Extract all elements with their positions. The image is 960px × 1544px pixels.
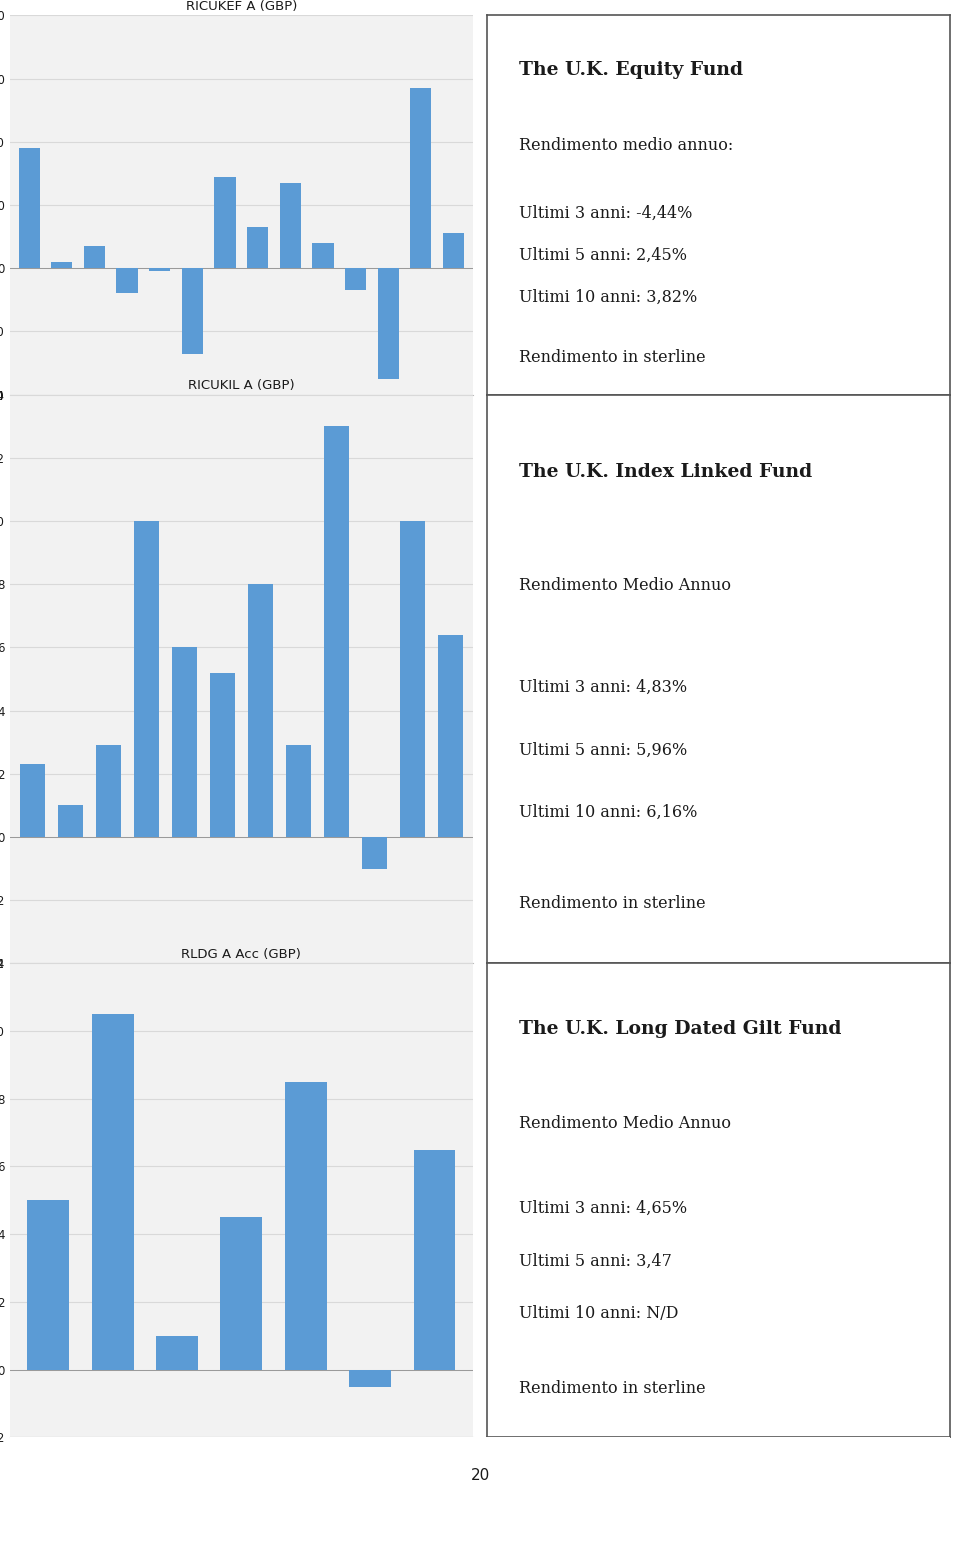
Bar	[20, 764, 45, 837]
Text: Rendimento in sterline: Rendimento in sterline	[519, 896, 706, 913]
Bar	[443, 233, 464, 269]
Text: Rendimento medio annuo:: Rendimento medio annuo:	[519, 137, 733, 154]
Text: Ultimi 5 anni: 3,47: Ultimi 5 anni: 3,47	[519, 1252, 672, 1269]
Bar	[410, 88, 431, 269]
Bar	[134, 520, 158, 837]
Title: RICUKEF A (GBP): RICUKEF A (GBP)	[185, 0, 297, 12]
Text: Ultimi 10 anni: 3,82%: Ultimi 10 anni: 3,82%	[519, 289, 698, 306]
Text: Ultimi 3 anni: 4,83%: Ultimi 3 anni: 4,83%	[519, 679, 687, 696]
Bar	[400, 520, 424, 837]
Bar	[285, 1082, 326, 1370]
Bar	[84, 245, 105, 269]
Text: The U.K. Equity Fund: The U.K. Equity Fund	[519, 60, 743, 79]
Bar	[414, 1150, 455, 1370]
Text: The U.K. Long Dated Gilt Fund: The U.K. Long Dated Gilt Fund	[519, 1021, 842, 1038]
Bar	[156, 1336, 198, 1370]
Text: 20: 20	[470, 1468, 490, 1482]
Text: Rendimento Medio Annuo: Rendimento Medio Annuo	[519, 576, 732, 593]
Bar	[51, 262, 72, 269]
Bar	[247, 227, 268, 269]
Bar	[279, 182, 300, 269]
Bar	[221, 1217, 262, 1370]
Text: Ultimi 3 anni: 4,65%: Ultimi 3 anni: 4,65%	[519, 1200, 687, 1217]
Text: Rendimento in sterline: Rendimento in sterline	[519, 1380, 706, 1397]
Bar	[345, 269, 366, 290]
Bar	[172, 647, 197, 837]
Bar	[116, 269, 137, 293]
Title: RICUKIL A (GBP): RICUKIL A (GBP)	[188, 378, 295, 392]
Title: RLDG A Acc (GBP): RLDG A Acc (GBP)	[181, 948, 301, 960]
Bar	[96, 746, 121, 837]
Bar	[27, 1200, 69, 1370]
Bar	[349, 1370, 391, 1387]
Bar	[248, 584, 273, 837]
Text: Ultimi 5 anni: 5,96%: Ultimi 5 anni: 5,96%	[519, 741, 687, 758]
Text: Rendimento Medio Annuo: Rendimento Medio Annuo	[519, 1115, 732, 1132]
Bar	[181, 269, 203, 354]
Bar	[438, 635, 463, 837]
Bar	[149, 269, 170, 272]
Bar	[377, 269, 398, 378]
Bar	[286, 746, 311, 837]
Bar	[58, 806, 83, 837]
Bar	[210, 673, 234, 837]
Text: Ultimi 3 anni: -4,44%: Ultimi 3 anni: -4,44%	[519, 205, 693, 222]
Text: Ultimi 10 anni: N/D: Ultimi 10 anni: N/D	[519, 1305, 679, 1322]
Bar	[18, 148, 39, 269]
Text: The U.K. Index Linked Fund: The U.K. Index Linked Fund	[519, 463, 813, 480]
Text: Ultimi 10 anni: 6,16%: Ultimi 10 anni: 6,16%	[519, 804, 698, 821]
Bar	[312, 242, 333, 269]
Bar	[362, 837, 387, 869]
Text: Rendimento in sterline: Rendimento in sterline	[519, 349, 706, 366]
Bar	[214, 176, 235, 269]
Bar	[324, 426, 348, 837]
Bar	[91, 1014, 133, 1370]
Text: Ultimi 5 anni: 2,45%: Ultimi 5 anni: 2,45%	[519, 247, 687, 264]
